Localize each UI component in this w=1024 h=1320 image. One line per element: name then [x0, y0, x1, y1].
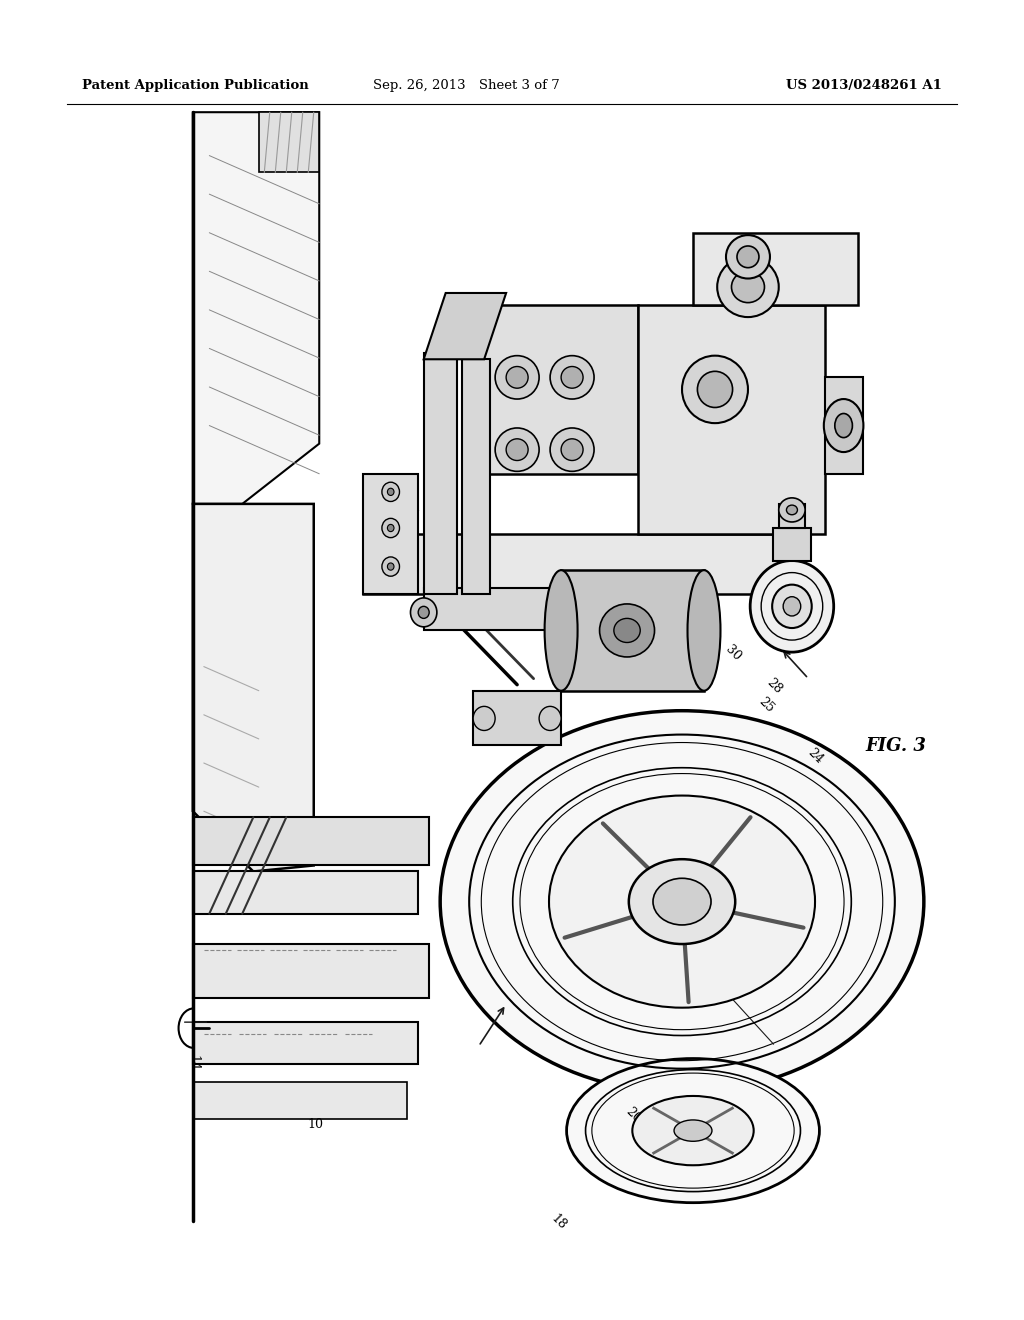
Ellipse shape: [539, 706, 561, 730]
Ellipse shape: [653, 878, 711, 925]
Text: 25: 25: [756, 694, 776, 715]
Text: 14: 14: [186, 1055, 199, 1071]
Text: 20: 20: [623, 1105, 643, 1126]
Ellipse shape: [506, 438, 528, 461]
Ellipse shape: [545, 570, 578, 690]
Ellipse shape: [418, 606, 429, 618]
Text: FIG. 3: FIG. 3: [865, 737, 926, 755]
Text: Patent Application Publication: Patent Application Publication: [82, 79, 308, 91]
Ellipse shape: [717, 257, 779, 317]
Ellipse shape: [550, 355, 594, 399]
Ellipse shape: [835, 413, 852, 438]
Ellipse shape: [726, 235, 770, 279]
Ellipse shape: [496, 355, 539, 399]
Ellipse shape: [629, 859, 735, 944]
Ellipse shape: [561, 367, 583, 388]
Ellipse shape: [737, 246, 759, 268]
Polygon shape: [825, 378, 863, 474]
Polygon shape: [259, 112, 319, 173]
Text: 10: 10: [307, 1118, 324, 1131]
Text: 28: 28: [705, 573, 725, 594]
Text: Sep. 26, 2013  Sheet 3 of 7: Sep. 26, 2013 Sheet 3 of 7: [373, 79, 559, 91]
Text: US 2013/0248261 A1: US 2013/0248261 A1: [786, 79, 942, 91]
Polygon shape: [193, 504, 313, 871]
Polygon shape: [638, 305, 825, 535]
Polygon shape: [193, 817, 429, 866]
Ellipse shape: [387, 488, 394, 495]
Polygon shape: [193, 1022, 418, 1064]
Text: 30: 30: [723, 643, 743, 664]
Ellipse shape: [778, 498, 805, 521]
Ellipse shape: [783, 597, 801, 616]
Ellipse shape: [496, 428, 539, 471]
Text: 54: 54: [625, 449, 641, 462]
Ellipse shape: [731, 272, 765, 302]
Polygon shape: [462, 359, 489, 594]
Text: 48: 48: [651, 444, 668, 457]
Ellipse shape: [506, 367, 528, 388]
Ellipse shape: [772, 585, 812, 628]
Text: 54: 54: [598, 434, 614, 447]
Ellipse shape: [687, 570, 721, 690]
Polygon shape: [364, 474, 418, 594]
Ellipse shape: [600, 605, 654, 657]
Polygon shape: [193, 944, 429, 998]
Ellipse shape: [561, 438, 583, 461]
Polygon shape: [193, 1082, 408, 1118]
Text: 50: 50: [568, 455, 585, 469]
Ellipse shape: [387, 524, 394, 532]
Polygon shape: [693, 232, 858, 305]
Polygon shape: [364, 535, 781, 594]
Polygon shape: [424, 589, 638, 631]
Ellipse shape: [382, 519, 399, 537]
Text: 24: 24: [805, 746, 825, 767]
Ellipse shape: [697, 371, 732, 408]
Ellipse shape: [440, 710, 924, 1093]
Text: 52: 52: [483, 578, 496, 594]
Ellipse shape: [613, 618, 640, 643]
Polygon shape: [778, 504, 805, 528]
Text: 27: 27: [379, 479, 395, 492]
Ellipse shape: [382, 482, 399, 502]
Ellipse shape: [682, 355, 748, 424]
Ellipse shape: [824, 399, 863, 451]
Polygon shape: [424, 354, 457, 594]
Polygon shape: [424, 293, 506, 359]
Polygon shape: [193, 112, 319, 504]
Ellipse shape: [382, 557, 399, 577]
Text: 50: 50: [788, 549, 801, 565]
Ellipse shape: [674, 1119, 712, 1142]
Ellipse shape: [411, 598, 437, 627]
Text: 54: 54: [537, 579, 549, 595]
Text: 52: 52: [501, 457, 517, 470]
Polygon shape: [473, 690, 561, 744]
Text: 18: 18: [548, 1212, 568, 1233]
Ellipse shape: [566, 1059, 819, 1203]
Ellipse shape: [786, 506, 798, 515]
Ellipse shape: [549, 796, 815, 1007]
Ellipse shape: [633, 1096, 754, 1166]
Ellipse shape: [550, 428, 594, 471]
Text: 28: 28: [764, 676, 784, 697]
Polygon shape: [193, 871, 418, 913]
Ellipse shape: [473, 706, 496, 730]
Ellipse shape: [387, 562, 394, 570]
Polygon shape: [773, 528, 811, 561]
Polygon shape: [561, 570, 705, 690]
Polygon shape: [462, 305, 638, 474]
Ellipse shape: [751, 561, 834, 652]
Text: 36: 36: [366, 492, 382, 506]
